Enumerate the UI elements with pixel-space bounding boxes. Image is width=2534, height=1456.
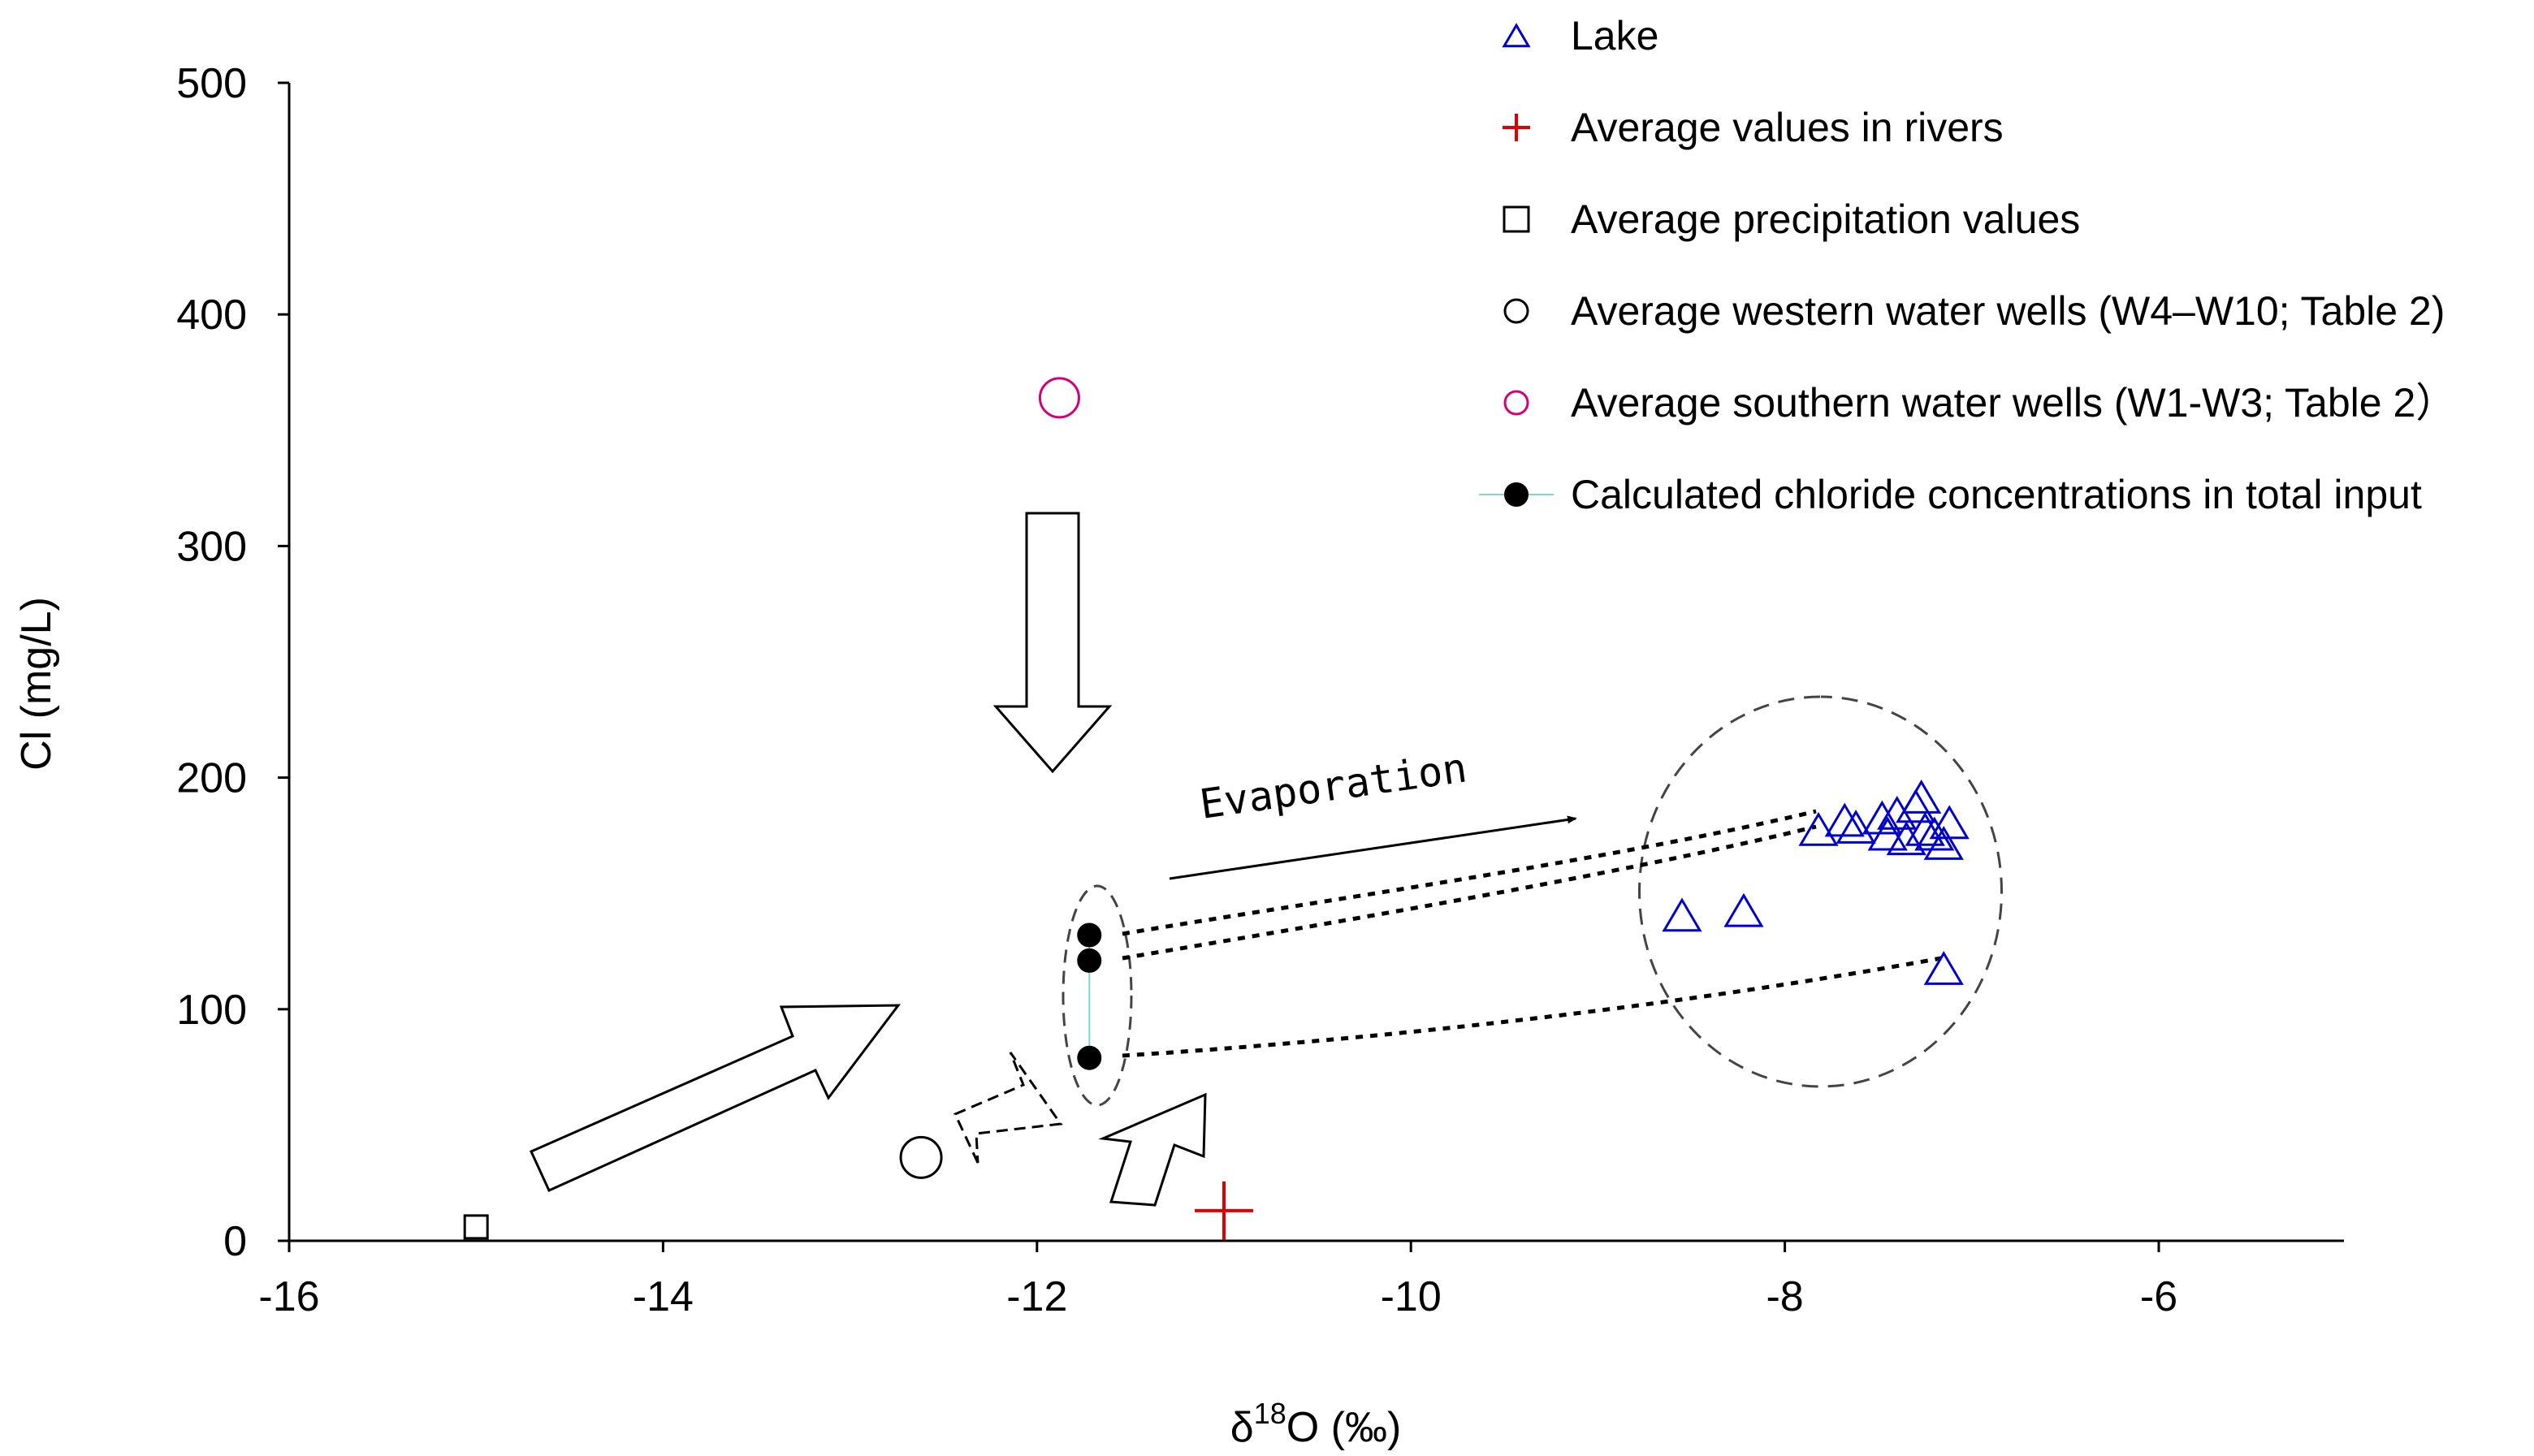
legend-label: Average western water wells (W4–W10; Tab… — [1571, 288, 2445, 334]
lake-point — [1798, 811, 1839, 846]
legend-entry: Average western water wells (W4–W10; Tab… — [1503, 288, 2445, 334]
southern-wells-point — [1038, 377, 1080, 419]
legend-entry: Calculated chloride concentrations in to… — [1479, 472, 2422, 517]
x-tick-label: -16 — [258, 1273, 319, 1320]
evaporation-label: Evaporation — [1197, 744, 1470, 828]
lake-point — [1923, 826, 1964, 860]
lake-point — [1862, 800, 1902, 835]
lake-point — [1836, 810, 1876, 844]
x-axis-title-base: δ — [1230, 1404, 1254, 1451]
river-point — [1195, 1181, 1253, 1240]
legend-label: Average precipitation values — [1571, 197, 2080, 242]
legend-label: Average values in rivers — [1571, 105, 2004, 150]
calculated-input-point — [1077, 922, 1102, 948]
axes — [288, 83, 2344, 1242]
y-tick-label: 300 — [176, 523, 247, 570]
arrow-from-rivers — [1098, 1092, 1207, 1207]
calculated-input-point — [1077, 1045, 1102, 1070]
calculated-input-point — [1077, 948, 1102, 973]
x-tick-label: -14 — [633, 1273, 694, 1320]
lake-point — [1886, 821, 1926, 856]
evaporation-arrow — [1169, 815, 1577, 880]
legend-entry: Lake — [1502, 13, 1658, 58]
lake-point — [1867, 816, 1908, 851]
legend-label: Calculated chloride concentrations in to… — [1571, 472, 2422, 517]
trajectory-line-middle — [1122, 824, 1817, 961]
lake-point — [1662, 897, 1702, 932]
legend-label: Lake — [1571, 13, 1658, 58]
lake-point — [1923, 951, 1964, 985]
x-ticks: -16 -14 -12 -10 -8 -6 — [258, 1241, 2177, 1320]
lake-point — [1901, 779, 1942, 814]
western-wells-point — [899, 1135, 943, 1179]
arrow-from-precipitation — [530, 1004, 902, 1192]
legend-entry: Average values in rivers — [1503, 105, 2004, 150]
x-tick-label: -8 — [1766, 1273, 1803, 1320]
large-ellipse-lake-group — [1638, 695, 2003, 1088]
x-axis-title: δ18O (‰) — [1230, 1397, 1402, 1451]
legend-marker — [1503, 298, 1529, 324]
legend-marker — [1503, 114, 1530, 141]
y-axis-title: Cl (mg/L) — [13, 597, 60, 771]
x-tick-label: -10 — [1381, 1273, 1442, 1320]
y-tick-label: 200 — [176, 755, 247, 802]
small-ellipse-input-group — [1062, 884, 1133, 1107]
x-axis-title-sup: 18 — [1254, 1397, 1286, 1430]
legend-marker — [1502, 23, 1531, 48]
x-axis-title-rest: O (‰) — [1286, 1404, 1402, 1451]
legend-label: Average southern water wells (W1-W3; Tab… — [1571, 380, 2456, 426]
legend-marker — [1503, 205, 1530, 233]
x-tick-label: -12 — [1006, 1273, 1067, 1320]
lake-point — [1929, 805, 1970, 840]
y-tick-label: 400 — [176, 292, 247, 339]
arrow-from-south-wells — [992, 512, 1113, 774]
annotation-layer — [530, 512, 2003, 1207]
y-tick-label: 500 — [176, 60, 247, 107]
x-tick-label: -6 — [2140, 1273, 2177, 1320]
y-tick-label: 100 — [176, 987, 247, 1034]
y-tick-label: 0 — [223, 1218, 247, 1265]
legend: Lake Average values in rivers Average prec… — [1479, 13, 2456, 517]
precipitation-point — [463, 1214, 489, 1240]
legend-entry: Average southern water wells (W1-W3; Tab… — [1503, 380, 2456, 426]
lake-point — [1914, 816, 1955, 851]
trajectory-line-bottom — [1122, 956, 1942, 1058]
data-points — [463, 377, 1970, 1240]
y-ticks: 0 100 200 300 400 500 — [176, 60, 289, 1265]
lake-point — [1905, 811, 1945, 846]
lake-point — [1723, 892, 1764, 927]
lake-point — [1824, 802, 1865, 837]
legend-entry: Average precipitation values — [1503, 197, 2080, 242]
arrow-from-west-wells — [953, 1052, 1063, 1164]
trajectory-line-top — [1122, 809, 1817, 936]
legend-marker — [1504, 482, 1529, 507]
legend-marker — [1503, 390, 1529, 416]
